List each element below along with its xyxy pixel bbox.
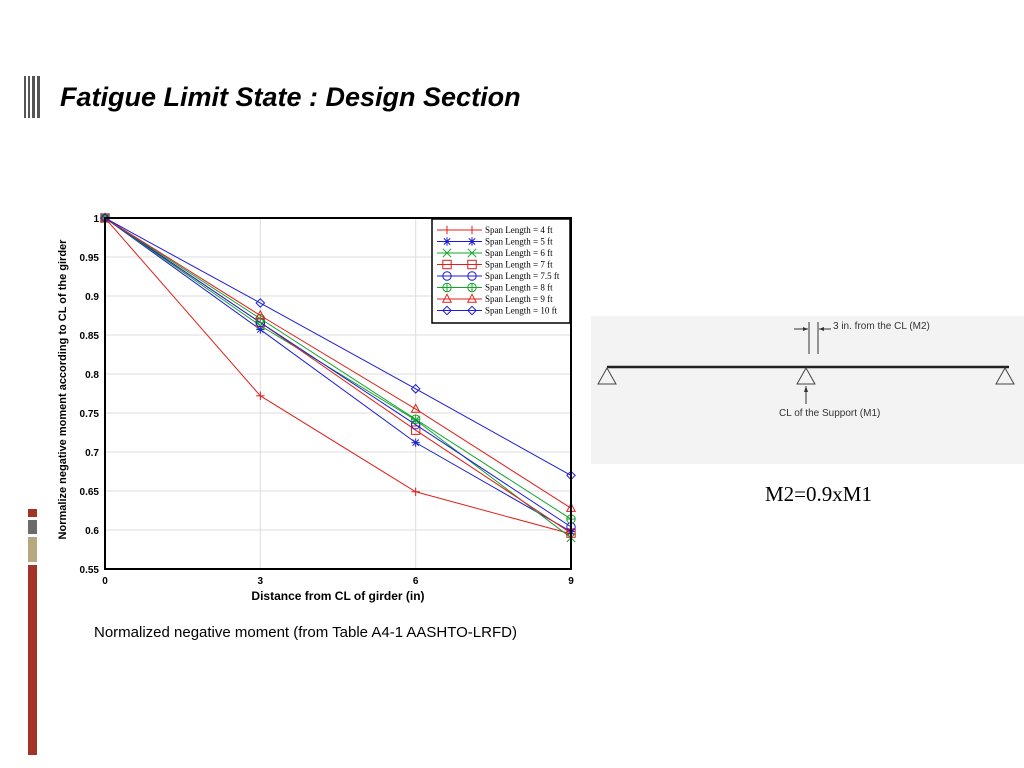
- y-tick-label: 0.75: [80, 409, 100, 420]
- data-point-s8-3: [410, 383, 421, 394]
- x-tick-label: 3: [258, 576, 264, 587]
- data-point-s7-3: [410, 403, 421, 413]
- m2-label: 3 in. from the CL (M2): [833, 321, 930, 332]
- legend-marker: [466, 293, 478, 303]
- legend-item: Span Length = 7 ft: [437, 260, 553, 270]
- side-accent-tan: [28, 537, 37, 562]
- side-accent-gray: [28, 520, 37, 534]
- legend-marker: [467, 248, 477, 258]
- data-point-s1-3: [411, 487, 420, 496]
- legend-marker: [467, 225, 477, 235]
- moment-line-chart: 0.55 0.6 0.65 0.7 0.75 0.8 0.85 0.9 0.95 1 0 3 6 9 Dis…: [57, 212, 577, 603]
- title-accent-bars: [24, 76, 40, 118]
- series-line-2: [104, 217, 572, 532]
- legend-marker: [467, 259, 477, 270]
- legend-marker: [442, 305, 452, 316]
- x-tick-label: 6: [413, 576, 419, 587]
- x-axis-label: Distance from CL of girder (in): [251, 589, 424, 603]
- y-tick-label: 0.95: [80, 253, 100, 264]
- series-line-6: [104, 217, 572, 520]
- series-line-7: [104, 217, 572, 509]
- data-point-s8-2: [255, 298, 266, 308]
- legend-label: Span Length = 7 ft: [485, 260, 553, 270]
- legend-marker: [467, 271, 477, 281]
- legend-item: Span Length = 8 ft: [437, 283, 553, 293]
- legend-marker: [442, 282, 452, 293]
- legend-marker: [467, 305, 477, 316]
- data-point-s4-3: [410, 425, 421, 435]
- data-point-s6-3: [410, 414, 421, 424]
- legend-marker: [442, 271, 452, 281]
- y-tick-label: 0.65: [80, 487, 100, 498]
- legend-box: [431, 218, 571, 324]
- data-point-s3-2: [255, 321, 265, 331]
- slide-title: Fatigue Limit State : Design Section: [60, 82, 521, 112]
- series-line-1: [104, 217, 572, 535]
- legend-item: Span Length = 10 ft: [437, 306, 558, 316]
- y-axis-label: Normalize negative moment according to C…: [57, 239, 69, 540]
- legend-item: Span Length = 6 ft: [437, 248, 553, 258]
- legend-marker: [441, 293, 453, 303]
- series-line-8: [104, 217, 572, 476]
- y-tick-label: 0.7: [85, 448, 99, 459]
- moment-formula: M2=0.9xM1: [765, 482, 872, 506]
- legend-item: Span Length = 9 ft: [437, 293, 553, 304]
- legend-marker: [442, 259, 452, 270]
- beam-diagram: 3 in. from the CL (M2) CL of the Support…: [591, 316, 1024, 464]
- y-tick-label: 1: [93, 214, 99, 225]
- series-line-5: [104, 217, 572, 528]
- legend-marker: [442, 237, 452, 246]
- series-line-3: [104, 217, 572, 539]
- legend-label: Span Length = 7.5 ft: [485, 271, 560, 281]
- legend-item: Span Length = 5 ft: [437, 237, 553, 247]
- legend-marker: [467, 282, 477, 293]
- y-tick-label: 0.6: [85, 526, 99, 537]
- y-tick-label: 0.9: [85, 292, 99, 303]
- x-tick-label: 9: [568, 576, 574, 587]
- x-tick-label: 0: [102, 576, 108, 587]
- legend-marker: [467, 237, 477, 246]
- legend-label: Span Length = 10 ft: [485, 306, 558, 316]
- legend-marker: [442, 248, 452, 258]
- y-tick-label: 0.8: [85, 370, 99, 381]
- chart-caption: Normalized negative moment (from Table A…: [94, 624, 517, 641]
- legend-label: Span Length = 6 ft: [485, 248, 553, 258]
- y-tick-label: 0.55: [80, 565, 100, 576]
- legend-label: Span Length = 4 ft: [485, 225, 553, 235]
- data-point-s2-3: [411, 438, 420, 447]
- right-support-triangle: [995, 366, 1015, 385]
- side-accent-red-top: [28, 509, 37, 517]
- legend-label: Span Length = 5 ft: [485, 237, 553, 247]
- data-point-s1-2: [256, 391, 265, 401]
- legend-item: Span Length = 7.5 ft: [437, 271, 560, 281]
- y-tick-label: 0.85: [80, 331, 100, 342]
- legend-label: Span Length = 9 ft: [485, 294, 553, 304]
- side-accent-red-long: [28, 565, 37, 755]
- legend-label: Span Length = 8 ft: [485, 283, 553, 293]
- m1-label: CL of the Support (M1): [779, 408, 880, 419]
- legend-marker: [442, 225, 452, 235]
- legend-item: Span Length = 4 ft: [437, 225, 553, 235]
- center-support-triangle: [796, 366, 816, 385]
- plot-frame: [104, 217, 572, 570]
- data-point-s7-2: [255, 309, 266, 320]
- left-support-triangle: [597, 366, 617, 385]
